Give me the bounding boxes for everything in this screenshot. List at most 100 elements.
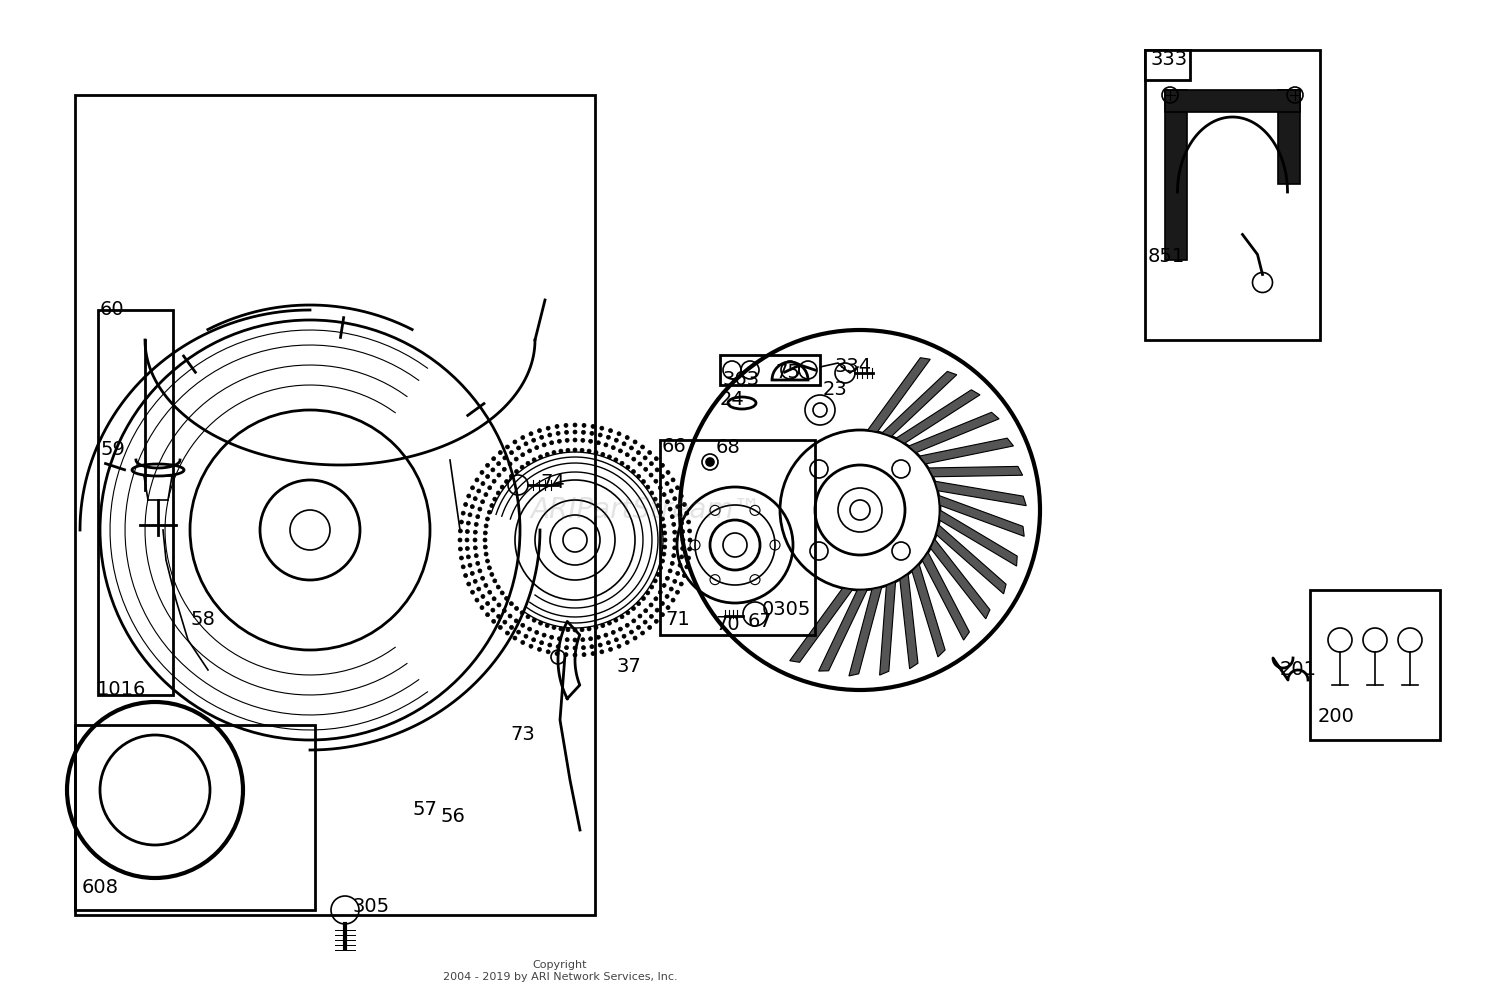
Text: 60: 60 — [100, 300, 124, 319]
Text: 58: 58 — [190, 610, 214, 629]
Circle shape — [506, 631, 510, 635]
Circle shape — [580, 449, 584, 453]
Circle shape — [482, 595, 484, 599]
Circle shape — [472, 497, 477, 501]
Circle shape — [488, 565, 492, 570]
Circle shape — [582, 430, 585, 434]
Circle shape — [544, 453, 549, 457]
Circle shape — [687, 529, 692, 533]
Circle shape — [580, 628, 584, 632]
Circle shape — [664, 482, 669, 486]
Circle shape — [609, 647, 612, 651]
Circle shape — [573, 646, 578, 650]
Circle shape — [468, 563, 472, 568]
Text: 305: 305 — [352, 897, 388, 916]
Circle shape — [681, 529, 684, 533]
Text: 1016: 1016 — [98, 680, 147, 699]
Circle shape — [538, 455, 543, 459]
Circle shape — [560, 450, 562, 454]
Circle shape — [492, 479, 496, 483]
Circle shape — [474, 546, 477, 549]
Circle shape — [510, 475, 513, 479]
Circle shape — [644, 468, 648, 472]
Circle shape — [520, 453, 525, 457]
Circle shape — [648, 451, 651, 455]
Circle shape — [640, 445, 645, 449]
Circle shape — [658, 510, 663, 514]
Circle shape — [504, 480, 509, 484]
Circle shape — [472, 538, 477, 542]
Circle shape — [496, 491, 501, 495]
Circle shape — [663, 538, 668, 542]
Circle shape — [566, 438, 568, 443]
Circle shape — [688, 538, 692, 542]
Circle shape — [542, 443, 546, 447]
Circle shape — [534, 630, 538, 634]
Circle shape — [652, 579, 657, 583]
Circle shape — [630, 446, 633, 450]
Circle shape — [538, 621, 543, 625]
Circle shape — [494, 579, 496, 583]
Circle shape — [465, 538, 470, 542]
Text: 363: 363 — [722, 370, 759, 389]
Circle shape — [604, 443, 608, 447]
Circle shape — [580, 638, 585, 642]
Circle shape — [644, 456, 646, 460]
Circle shape — [615, 638, 618, 642]
Circle shape — [526, 462, 530, 466]
Circle shape — [496, 462, 501, 466]
Circle shape — [460, 564, 465, 569]
Circle shape — [530, 644, 532, 648]
Circle shape — [612, 630, 615, 634]
Circle shape — [558, 439, 561, 444]
Circle shape — [672, 553, 676, 557]
Circle shape — [466, 582, 471, 586]
Circle shape — [503, 456, 507, 460]
Circle shape — [531, 438, 536, 443]
Circle shape — [510, 602, 513, 606]
Circle shape — [520, 611, 524, 615]
Circle shape — [674, 497, 676, 501]
Circle shape — [503, 609, 507, 613]
Circle shape — [564, 430, 568, 434]
Circle shape — [626, 623, 628, 627]
Circle shape — [662, 584, 666, 588]
Circle shape — [582, 652, 586, 656]
Circle shape — [588, 637, 592, 641]
Circle shape — [706, 458, 714, 466]
Polygon shape — [1166, 90, 1300, 112]
Circle shape — [483, 531, 488, 535]
Circle shape — [500, 591, 504, 595]
Circle shape — [646, 485, 650, 489]
Circle shape — [486, 464, 489, 468]
Circle shape — [656, 608, 658, 612]
Circle shape — [513, 439, 517, 444]
Circle shape — [556, 645, 560, 649]
Circle shape — [524, 634, 528, 638]
Circle shape — [471, 486, 474, 490]
Circle shape — [573, 628, 578, 632]
Circle shape — [476, 598, 478, 602]
Circle shape — [566, 628, 570, 632]
Circle shape — [650, 585, 654, 589]
Circle shape — [520, 465, 524, 469]
Circle shape — [496, 473, 501, 477]
Circle shape — [480, 471, 484, 475]
Circle shape — [606, 641, 610, 645]
Circle shape — [484, 493, 488, 497]
Text: Copyright
2004 - 2019 by ARI Network Services, Inc.: Copyright 2004 - 2019 by ARI Network Ser… — [442, 960, 678, 982]
Polygon shape — [879, 582, 896, 675]
Circle shape — [465, 529, 470, 533]
Circle shape — [687, 547, 692, 551]
Circle shape — [496, 614, 501, 618]
Circle shape — [477, 587, 482, 591]
Circle shape — [498, 625, 502, 629]
Circle shape — [680, 582, 682, 586]
Circle shape — [594, 626, 598, 630]
Circle shape — [552, 626, 556, 630]
Circle shape — [476, 515, 480, 519]
Circle shape — [686, 511, 688, 515]
Circle shape — [670, 561, 674, 565]
Text: 37: 37 — [616, 657, 640, 676]
Circle shape — [620, 462, 624, 466]
